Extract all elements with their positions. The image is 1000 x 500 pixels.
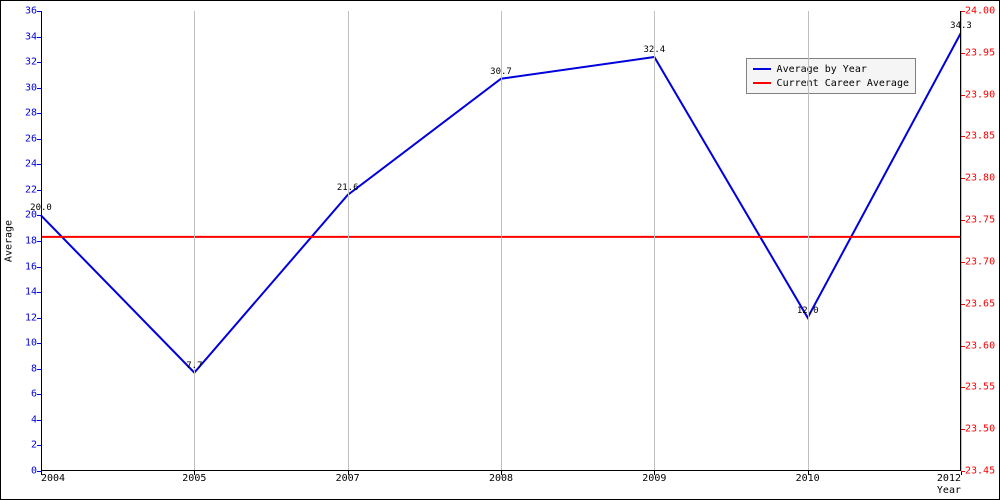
x-tick-label: 2007 [336, 471, 360, 484]
y-left-tick-label: 34 [25, 31, 41, 42]
data-point-label: 32.4 [643, 45, 665, 55]
legend: Average by Year Current Career Average [746, 58, 916, 94]
y-left-tick-label: 26 [25, 133, 41, 144]
y-left-tick-label: 2 [31, 440, 41, 451]
y-left-tick-label: 0 [31, 466, 41, 477]
axis-border [41, 11, 42, 471]
grid-line [501, 11, 502, 471]
y-left-tick-label: 18 [25, 236, 41, 247]
y-left-tick-label: 36 [25, 6, 41, 17]
x-tick-label: 2012 [937, 471, 961, 484]
legend-item: Average by Year [753, 62, 909, 76]
y-left-tick-label: 22 [25, 184, 41, 195]
y-right-tick-label: 23.95 [961, 47, 995, 58]
legend-label: Average by Year [777, 64, 867, 75]
legend-item: Current Career Average [753, 76, 909, 90]
legend-swatch [753, 82, 771, 84]
data-point-label: 7.7 [186, 361, 202, 371]
data-point-label: 34.3 [950, 21, 972, 31]
y-right-tick-label: 23.45 [961, 466, 995, 477]
grid-line [654, 11, 655, 471]
y-right-tick-label: 23.80 [961, 173, 995, 184]
grid-line [194, 11, 195, 471]
plot-area: Average Year Average by Year Current Car… [41, 11, 961, 471]
x-tick-label: 2009 [642, 471, 666, 484]
y-left-tick-label: 30 [25, 82, 41, 93]
y-left-tick-label: 16 [25, 261, 41, 272]
y-right-tick-label: 23.75 [961, 215, 995, 226]
axis-border [960, 11, 961, 471]
y-left-tick-label: 32 [25, 57, 41, 68]
y-right-tick-label: 24.00 [961, 6, 995, 17]
legend-label: Current Career Average [777, 78, 909, 89]
chart-frame: Average Year Average by Year Current Car… [0, 0, 1000, 500]
y-right-tick-label: 23.85 [961, 131, 995, 142]
grid-line [348, 11, 349, 471]
x-tick-label: 2010 [796, 471, 820, 484]
x-tick-label: 2008 [489, 471, 513, 484]
y-right-tick-label: 23.70 [961, 256, 995, 267]
axis-border [41, 470, 961, 471]
x-tick-label: 2005 [182, 471, 206, 484]
y-left-tick-label: 4 [31, 414, 41, 425]
y-right-tick-label: 23.90 [961, 89, 995, 100]
data-point-label: 30.7 [490, 67, 512, 77]
x-tick-label: 2004 [41, 471, 65, 484]
y-right-tick-label: 23.50 [961, 424, 995, 435]
y-right-tick-label: 23.55 [961, 382, 995, 393]
y-left-tick-label: 28 [25, 108, 41, 119]
y-left-tick-label: 14 [25, 287, 41, 298]
y-axis-left-label: Average [4, 220, 15, 262]
legend-swatch [753, 68, 771, 70]
y-left-tick-label: 24 [25, 159, 41, 170]
grid-line [961, 11, 962, 471]
y-right-tick-label: 23.65 [961, 298, 995, 309]
y-left-tick-label: 6 [31, 389, 41, 400]
y-left-tick-label: 10 [25, 338, 41, 349]
data-point-label: 20.0 [30, 203, 52, 213]
data-point-label: 21.6 [337, 183, 359, 193]
grid-line [808, 11, 809, 471]
y-left-tick-label: 8 [31, 363, 41, 374]
data-point-label: 12.0 [797, 306, 819, 316]
y-right-tick-label: 23.60 [961, 340, 995, 351]
y-left-tick-label: 12 [25, 312, 41, 323]
